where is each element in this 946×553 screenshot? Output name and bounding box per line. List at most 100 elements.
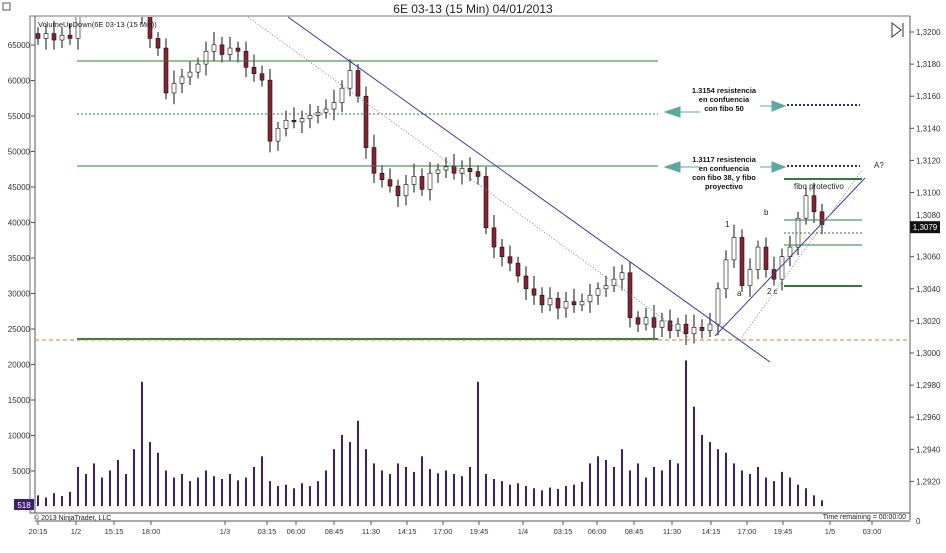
time-tick-label: 17:00 [434, 527, 453, 536]
candle [531, 275, 537, 305]
candle [427, 162, 433, 201]
time-tick-label: 14:15 [398, 527, 417, 536]
annotation-res2-l3: con fibo 38, y fibo [692, 173, 756, 182]
last-volume-badge [14, 499, 34, 510]
wave-label-2c: 2 c [767, 287, 778, 296]
candle [819, 203, 825, 235]
time-tick-label: 08:45 [625, 527, 644, 536]
volume-tick-label: 5000 [12, 467, 30, 476]
candle [747, 258, 753, 297]
candle [635, 311, 641, 333]
candle [108, 0, 112, 8]
time-tick-label: 1/5 [825, 527, 835, 536]
candle [379, 165, 385, 188]
volume-bar [237, 480, 239, 506]
volume-bar [517, 483, 519, 506]
volume-bar [813, 495, 815, 506]
fibo-label: fibo protectivo [794, 182, 844, 191]
volume-tick-label: 20000 [8, 361, 31, 370]
downtrend-line[interactable] [287, 16, 771, 363]
volume-bar [789, 477, 791, 506]
candle [395, 179, 401, 207]
arrow-right-icon [771, 161, 787, 173]
volume-bar [45, 497, 47, 506]
time-tick-label: 1/2 [71, 527, 81, 536]
wave-label-1: 1 [725, 220, 730, 229]
volume-bar [613, 466, 615, 506]
volume-bar [77, 466, 79, 506]
time-tick-label: 14:15 [702, 527, 721, 536]
volume-bar [645, 477, 647, 506]
candle [179, 68, 185, 93]
arrow-left-icon [663, 161, 681, 173]
downtrend-channel[interactable] [247, 16, 691, 339]
candle [643, 308, 649, 331]
volume-bar [677, 463, 679, 506]
volume-bar [165, 470, 167, 506]
candle [85, 17, 87, 18]
candle [339, 80, 345, 113]
volume-bar [277, 486, 279, 506]
candle [251, 54, 257, 82]
time-tick-label: 06:00 [588, 527, 607, 536]
candle [211, 32, 217, 61]
candle [355, 64, 361, 103]
uptrend-channel[interactable] [739, 169, 863, 341]
volume-bar [493, 479, 495, 506]
candle [763, 237, 769, 278]
volume-bar [325, 470, 327, 506]
volume-bar [509, 484, 511, 506]
candle [803, 186, 809, 225]
volume-bar [589, 463, 591, 506]
candle [235, 41, 241, 63]
time-tick-label: 19:45 [774, 527, 793, 536]
copyright: © 2013 NinjaTrader, LLC [34, 514, 111, 522]
time-tick-label: 03:15 [554, 527, 573, 536]
volume-bar [629, 470, 631, 506]
candle [163, 38, 169, 100]
volume-tick-label: 10000 [8, 432, 31, 441]
volume-bar [781, 471, 783, 506]
volume-bar [293, 488, 295, 506]
candle [571, 288, 577, 313]
price-tick-label: 1,2940 [916, 445, 941, 454]
candle [100, 0, 104, 10]
scroll-end-icon[interactable] [891, 21, 904, 39]
candle [539, 287, 545, 313]
volume-bar [365, 449, 367, 506]
candle [579, 293, 585, 312]
time-tick-label: 11:30 [663, 527, 681, 536]
price-tick-label: 1,3120 [916, 156, 941, 165]
price-tick-label: 1,3180 [916, 60, 941, 69]
candle [387, 168, 393, 193]
annotation-res1-l3: con fibo 50 [704, 104, 744, 113]
volume-bar [269, 481, 271, 506]
volume-tick-label: 40000 [8, 219, 31, 228]
candle [411, 163, 417, 193]
volume-bar [333, 449, 335, 506]
volume-bar [213, 476, 215, 506]
indicator-label: VolumeUpDown(6E 03-13 (15 Min)) [38, 20, 157, 29]
time-remaining: Time remaining = 00:00:00 [823, 514, 906, 521]
volume-bar [341, 435, 343, 506]
volume-bar [317, 481, 319, 506]
candle [275, 121, 281, 151]
price-tick-label: 1,3100 [916, 189, 941, 198]
time-tick-label: 06:00 [287, 527, 306, 536]
volume-bar [405, 466, 407, 506]
panel-menu-icon[interactable] [2, 2, 11, 11]
candle [555, 292, 561, 320]
price-tick-label: 1,2920 [916, 477, 941, 486]
volume-bar [501, 481, 503, 506]
candle [739, 229, 745, 293]
uptrend-line[interactable] [714, 177, 866, 337]
volume-bar [181, 474, 183, 506]
volume-bar [709, 442, 711, 506]
candle [243, 41, 249, 77]
candle [499, 239, 505, 267]
volume-bar [797, 484, 799, 506]
volume-bar [453, 474, 455, 506]
arrow-right-icon [771, 100, 787, 112]
volume-bar [117, 459, 119, 506]
